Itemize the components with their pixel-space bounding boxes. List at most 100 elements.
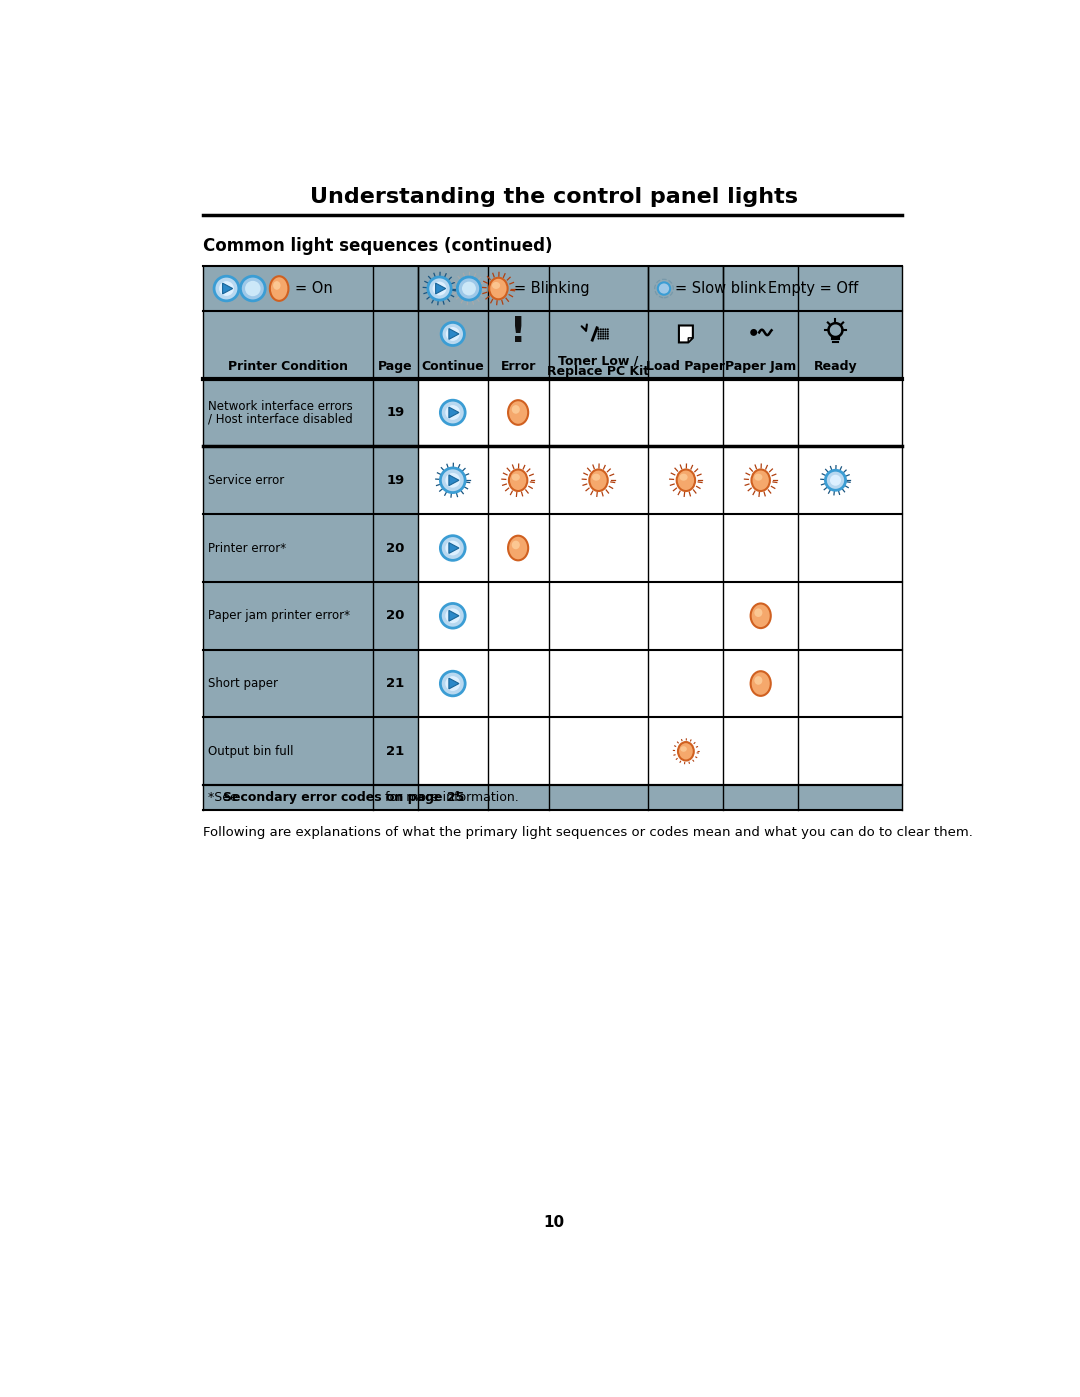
FancyBboxPatch shape <box>203 312 902 379</box>
Text: / Host interface disabled: / Host interface disabled <box>207 412 352 425</box>
Ellipse shape <box>592 474 600 481</box>
Ellipse shape <box>512 405 519 414</box>
Text: 21: 21 <box>387 745 405 757</box>
Polygon shape <box>449 542 459 553</box>
Ellipse shape <box>754 608 762 617</box>
Circle shape <box>599 335 602 337</box>
FancyBboxPatch shape <box>203 514 418 583</box>
Circle shape <box>445 608 460 623</box>
Text: = On: = On <box>295 281 333 296</box>
Text: Network interface errors: Network interface errors <box>207 400 352 414</box>
Ellipse shape <box>508 400 528 425</box>
Circle shape <box>605 338 607 339</box>
FancyBboxPatch shape <box>203 650 418 718</box>
FancyBboxPatch shape <box>203 267 902 312</box>
Circle shape <box>597 332 599 335</box>
Text: Short paper: Short paper <box>207 678 278 690</box>
Text: 10: 10 <box>543 1215 564 1229</box>
Circle shape <box>603 331 604 332</box>
Ellipse shape <box>754 474 762 481</box>
Text: Paper Jam: Paper Jam <box>725 360 796 373</box>
Circle shape <box>441 671 465 696</box>
Text: = Slow blink: = Slow blink <box>675 281 766 296</box>
Circle shape <box>603 328 604 330</box>
FancyBboxPatch shape <box>203 447 418 514</box>
Text: 19: 19 <box>387 407 405 419</box>
Circle shape <box>214 277 239 300</box>
Ellipse shape <box>680 746 687 752</box>
FancyBboxPatch shape <box>418 650 873 718</box>
Polygon shape <box>679 326 693 342</box>
FancyBboxPatch shape <box>418 514 873 583</box>
Circle shape <box>825 471 846 490</box>
Polygon shape <box>449 475 459 486</box>
Text: Secondary error codes on page 25: Secondary error codes on page 25 <box>224 791 464 805</box>
Polygon shape <box>449 407 459 418</box>
Ellipse shape <box>678 742 693 760</box>
Circle shape <box>597 338 599 339</box>
Text: Page: Page <box>378 360 413 373</box>
Polygon shape <box>449 328 459 339</box>
Text: 19: 19 <box>387 474 405 486</box>
Polygon shape <box>222 284 232 293</box>
Circle shape <box>607 331 609 332</box>
FancyBboxPatch shape <box>203 785 902 810</box>
Circle shape <box>599 331 602 332</box>
Circle shape <box>441 323 464 345</box>
Circle shape <box>829 475 841 486</box>
FancyBboxPatch shape <box>418 583 873 650</box>
Ellipse shape <box>752 469 770 490</box>
Ellipse shape <box>679 474 688 481</box>
Circle shape <box>597 328 599 330</box>
Ellipse shape <box>590 469 608 490</box>
Text: Paper jam printer error*: Paper jam printer error* <box>207 609 350 622</box>
Ellipse shape <box>270 277 288 300</box>
Circle shape <box>462 282 476 295</box>
FancyBboxPatch shape <box>418 718 873 785</box>
Text: Service error: Service error <box>207 474 284 486</box>
Circle shape <box>445 541 460 556</box>
Circle shape <box>432 282 446 295</box>
Text: *See: *See <box>207 791 242 805</box>
Text: Printer Condition: Printer Condition <box>228 360 348 373</box>
Ellipse shape <box>677 469 696 490</box>
Text: = Blinking: = Blinking <box>514 281 590 296</box>
Circle shape <box>607 335 609 337</box>
Circle shape <box>446 327 460 341</box>
Circle shape <box>241 277 266 300</box>
Circle shape <box>658 282 671 295</box>
Circle shape <box>607 328 609 330</box>
Polygon shape <box>435 284 446 293</box>
Circle shape <box>599 338 602 339</box>
Circle shape <box>607 332 609 335</box>
Circle shape <box>605 331 607 332</box>
Circle shape <box>441 468 465 493</box>
Polygon shape <box>449 610 459 622</box>
Circle shape <box>428 277 451 300</box>
Circle shape <box>597 331 599 332</box>
Text: 20: 20 <box>387 542 405 555</box>
Text: 21: 21 <box>387 678 405 690</box>
Ellipse shape <box>273 281 281 289</box>
Circle shape <box>445 676 460 692</box>
FancyBboxPatch shape <box>203 583 418 650</box>
Circle shape <box>603 335 604 337</box>
Text: Printer error*: Printer error* <box>207 542 286 555</box>
Ellipse shape <box>509 469 527 490</box>
Circle shape <box>603 338 604 339</box>
Circle shape <box>441 535 465 560</box>
Ellipse shape <box>492 282 500 289</box>
Text: Continue: Continue <box>421 360 484 373</box>
Circle shape <box>607 338 609 339</box>
Circle shape <box>605 332 607 335</box>
Circle shape <box>597 335 599 337</box>
Circle shape <box>445 405 460 420</box>
Text: Replace PC Kit: Replace PC Kit <box>548 365 649 379</box>
FancyBboxPatch shape <box>203 379 418 447</box>
Circle shape <box>751 328 757 335</box>
FancyBboxPatch shape <box>203 718 418 785</box>
Ellipse shape <box>751 604 771 629</box>
FancyBboxPatch shape <box>418 447 873 514</box>
Text: !: ! <box>510 314 526 349</box>
Polygon shape <box>688 338 693 342</box>
